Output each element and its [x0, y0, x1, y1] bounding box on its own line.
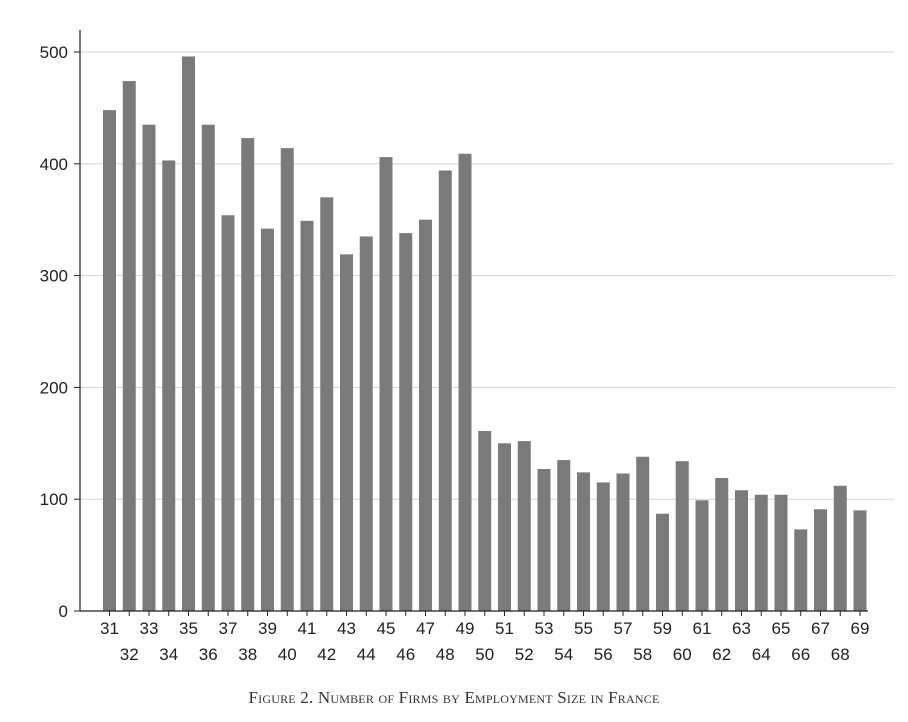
axes — [79, 30, 868, 612]
bar-41 — [300, 220, 314, 611]
x-tick-label-57: 57 — [614, 619, 633, 638]
bar-33 — [142, 124, 156, 612]
x-tick-label-41: 41 — [298, 619, 317, 638]
x-tick-label-55: 55 — [574, 619, 593, 638]
x-tick-label-38: 38 — [238, 645, 257, 664]
x-tick-label-67: 67 — [811, 619, 830, 638]
bar-46 — [399, 233, 413, 611]
x-tick-label-66: 66 — [791, 645, 810, 664]
x-tick-label-37: 37 — [219, 619, 238, 638]
bar-35 — [182, 56, 195, 612]
bar-59 — [656, 513, 669, 611]
x-tick-label-59: 59 — [653, 619, 672, 638]
bar-60 — [675, 461, 689, 611]
figure-caption: Figure 2. Number of Firms by Employment … — [248, 688, 660, 707]
x-tick-label-64: 64 — [752, 645, 771, 664]
x-tick-label-31: 31 — [100, 619, 119, 638]
x-tick-label-45: 45 — [377, 619, 396, 638]
bar-68 — [833, 485, 847, 611]
bar-39 — [261, 228, 274, 612]
bar-47 — [419, 219, 432, 611]
bar-38 — [241, 138, 255, 611]
x-tick-label-40: 40 — [278, 645, 297, 664]
x-tick-label-54: 54 — [554, 645, 573, 664]
bar-36 — [201, 124, 215, 612]
bar-40 — [280, 148, 294, 611]
x-tick-label-52: 52 — [515, 645, 534, 664]
bar-43 — [340, 254, 353, 611]
bars — [103, 56, 867, 612]
x-tick-label-35: 35 — [179, 619, 198, 638]
bar-58 — [636, 456, 650, 611]
bar-53 — [537, 469, 551, 611]
x-tick-label-69: 69 — [851, 619, 870, 638]
x-tick-label-49: 49 — [456, 619, 475, 638]
x-tick-label-50: 50 — [475, 645, 494, 664]
x-tick-label-39: 39 — [258, 619, 277, 638]
y-tick-label-0: 0 — [59, 602, 68, 621]
x-tick-label-63: 63 — [732, 619, 751, 638]
bar-56 — [596, 482, 610, 611]
bar-63 — [735, 490, 748, 611]
bar-49 — [458, 153, 472, 611]
y-tick-label-300: 300 — [40, 267, 68, 286]
bar-61 — [695, 500, 709, 611]
bar-55 — [577, 472, 590, 611]
y-tick-label-100: 100 — [40, 490, 68, 509]
bar-57 — [616, 473, 630, 611]
x-tick-label-51: 51 — [495, 619, 514, 638]
bar-50 — [478, 431, 492, 611]
x-tick-label-60: 60 — [673, 645, 692, 664]
x-tick-label-58: 58 — [633, 645, 652, 664]
x-tick-label-61: 61 — [693, 619, 712, 638]
x-tick-label-47: 47 — [416, 619, 435, 638]
x-tick-label-62: 62 — [712, 645, 731, 664]
y-tick-label-500: 500 — [40, 43, 68, 62]
bar-51 — [498, 443, 511, 611]
bar-66 — [794, 529, 808, 611]
bar-65 — [774, 494, 788, 611]
y-tick-label-400: 400 — [40, 155, 68, 174]
bar-54 — [557, 460, 571, 611]
bar-69 — [853, 510, 867, 611]
bar-42 — [320, 197, 334, 611]
bar-67 — [814, 509, 827, 611]
bar-34 — [162, 160, 176, 612]
y-tick-label-200: 200 — [40, 378, 68, 397]
x-tick-label-56: 56 — [594, 645, 613, 664]
bar-37 — [221, 215, 235, 611]
bar-52 — [517, 441, 531, 611]
bar-31 — [103, 110, 116, 612]
bar-64 — [754, 494, 768, 611]
bar-48 — [438, 170, 452, 611]
bar-44 — [359, 236, 373, 611]
x-tick-label-44: 44 — [357, 645, 376, 664]
bar-45 — [379, 157, 393, 612]
x-tick-label-32: 32 — [120, 645, 139, 664]
y-tick-labels: 0 100 200 300 400 500 — [40, 43, 80, 621]
bar-62 — [715, 477, 729, 611]
x-tick-label-65: 65 — [772, 619, 791, 638]
x-tick-label-53: 53 — [535, 619, 554, 638]
x-tick-label-68: 68 — [831, 645, 850, 664]
x-tick-labels: 3132333435363738394041424344454647484950… — [100, 611, 869, 664]
x-tick-label-34: 34 — [159, 645, 178, 664]
x-tick-label-33: 33 — [140, 619, 159, 638]
x-tick-label-42: 42 — [317, 645, 336, 664]
x-tick-label-43: 43 — [337, 619, 356, 638]
x-tick-label-36: 36 — [199, 645, 218, 664]
bar-32 — [122, 81, 136, 612]
x-tick-label-46: 46 — [396, 645, 415, 664]
x-tick-label-48: 48 — [436, 645, 455, 664]
